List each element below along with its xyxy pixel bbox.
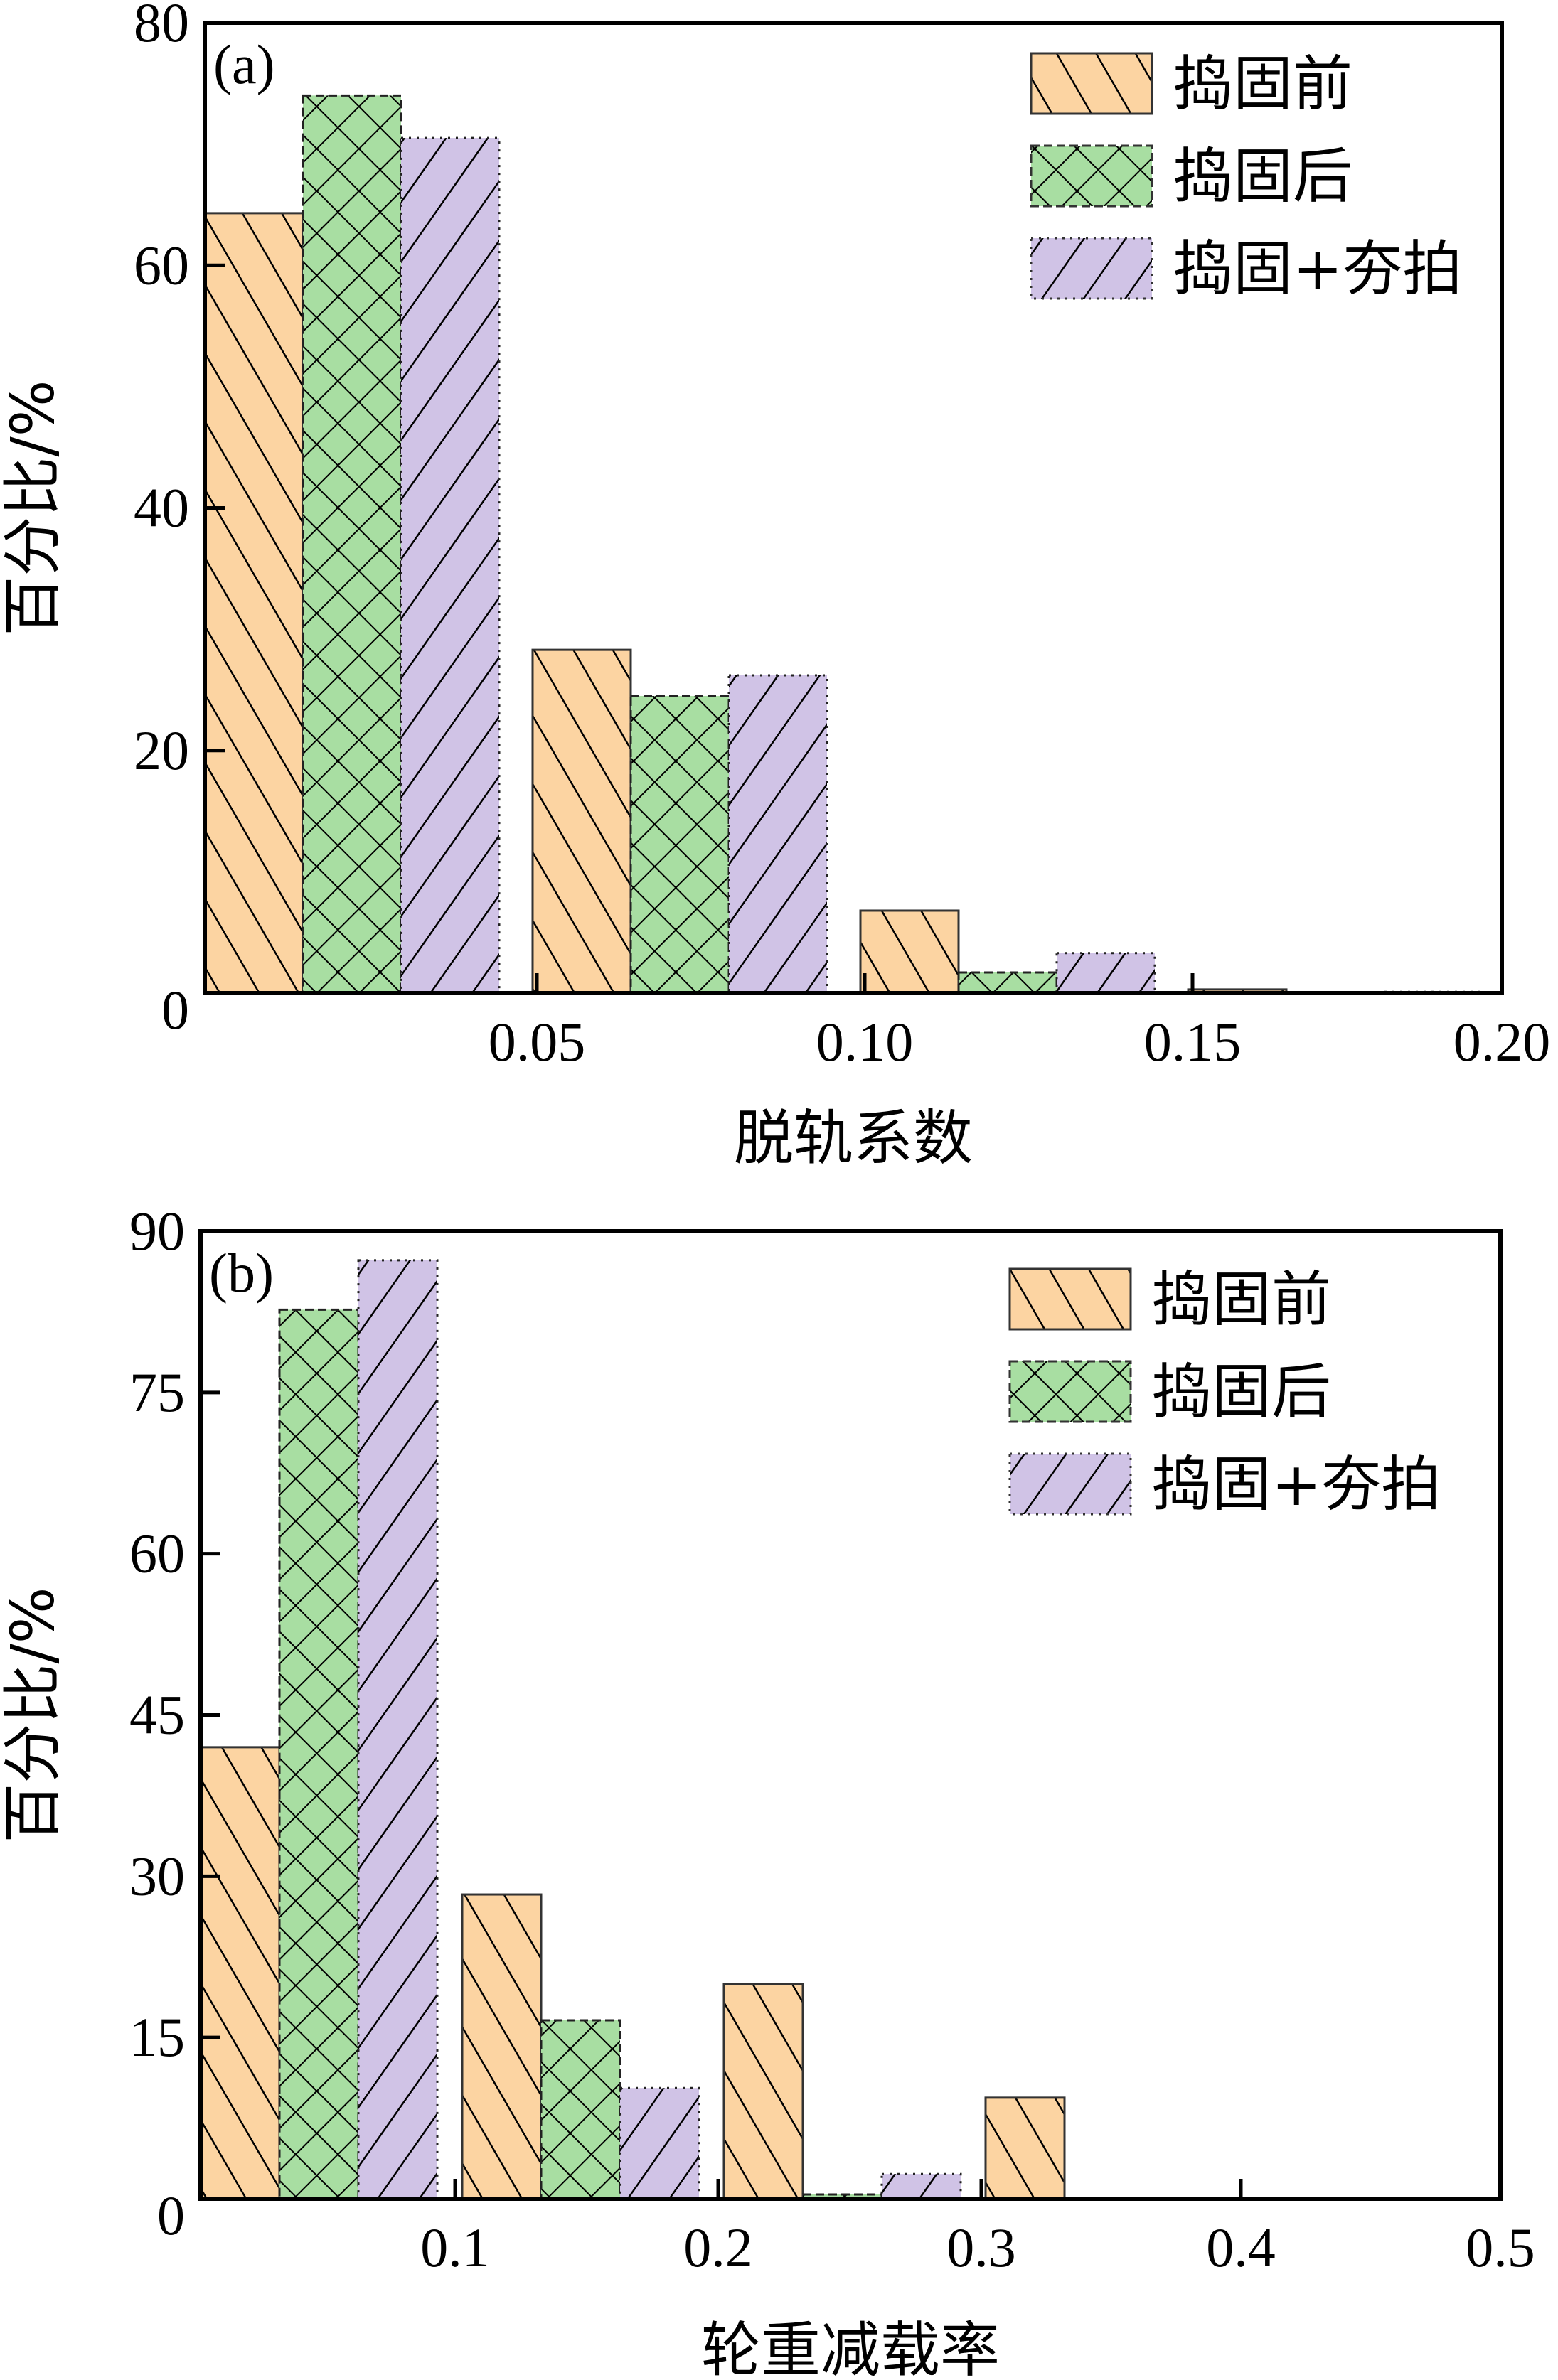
y-tick-label: 30 xyxy=(129,1845,185,1907)
bar-after-bin1 xyxy=(629,695,730,995)
bar-before-bin2 xyxy=(859,909,960,995)
chart-a: 0 20 40 60 80 0.05 0.10 0.15 0.20 (a) 脱轨系数 百分比/% 捣固前… xyxy=(0,0,1550,1173)
x-tick-label: 0.20 xyxy=(1453,1011,1551,1073)
y-tick-label: 75 xyxy=(129,1361,185,1423)
x-axis-label: 轮重减载率 xyxy=(701,2315,1000,2380)
bar-before-bin1 xyxy=(461,1893,543,2200)
legend-swatch xyxy=(1030,237,1153,300)
y-tick-label: 45 xyxy=(129,1684,185,1746)
x-tick-label: 0.3 xyxy=(946,2216,1016,2278)
bar-before-bin0 xyxy=(199,1746,281,2200)
x-tick-label: 0.10 xyxy=(816,1011,914,1073)
y-tick-label: 15 xyxy=(129,2006,185,2068)
x-tick-label: 0.1 xyxy=(420,2216,490,2278)
legend-swatch xyxy=(1030,52,1153,115)
y-tick-label: 90 xyxy=(129,1200,185,1262)
y-tick-label: 0 xyxy=(161,979,189,1041)
bar-after-plus-bin1 xyxy=(619,2086,700,2200)
bar-before-bin2 xyxy=(722,1983,804,2200)
x-tick-label: 0.05 xyxy=(489,1011,586,1073)
bar-before-bin0 xyxy=(203,212,304,995)
x-axis-label: 脱轨系数 xyxy=(734,1103,973,1173)
y-tick-label: 80 xyxy=(134,0,189,53)
bar-after-plus-bin1 xyxy=(727,674,828,995)
y-tick-label: 0 xyxy=(157,2185,185,2246)
legend-swatch xyxy=(1008,1267,1132,1331)
bar-before-bin3 xyxy=(984,2096,1066,2200)
legend-label: 捣固后 xyxy=(1152,1357,1331,1427)
bar-after-bin2 xyxy=(957,971,1058,995)
legend-swatch xyxy=(1008,1360,1132,1423)
bar-after-plus-bin2 xyxy=(1055,952,1156,995)
legend-label: 捣固前 xyxy=(1173,49,1352,119)
legend-label: 捣固前 xyxy=(1152,1265,1331,1334)
bar-after-plus-bin0 xyxy=(357,1259,439,2200)
legend-swatch xyxy=(1008,1452,1132,1516)
legend-label: 捣固后 xyxy=(1173,141,1352,211)
y-tick-label: 60 xyxy=(129,1523,185,1585)
bar-after-plus-bin2 xyxy=(880,2172,962,2200)
panel-label: (a) xyxy=(213,33,275,95)
x-tick-label: 0.4 xyxy=(1206,2216,1276,2278)
y-axis-label: 百分比/% xyxy=(0,1587,68,1843)
x-tick-label: 0.15 xyxy=(1144,1011,1242,1073)
x-tick-label: 0.5 xyxy=(1466,2216,1535,2278)
bar-after-bin0 xyxy=(302,94,402,995)
bar-after-plus-bin0 xyxy=(400,136,501,995)
panel-label: (b) xyxy=(209,1242,274,1304)
legend-label: 捣固+夯拍 xyxy=(1173,234,1462,304)
legend-swatch xyxy=(1030,144,1153,208)
legend-label: 捣固+夯拍 xyxy=(1152,1449,1441,1519)
y-axis-label: 百分比/% xyxy=(0,380,68,636)
x-tick-label: 0.2 xyxy=(683,2216,753,2278)
y-tick-label: 20 xyxy=(134,719,189,781)
y-tick-label: 40 xyxy=(134,477,189,539)
chart-b: 0 15 30 45 60 75 90 0.1 0.2 0.3 0.4 0.5 (b) 轮重减载率 百分比/… xyxy=(0,1200,1535,2380)
y-tick-label: 60 xyxy=(134,234,189,296)
bar-after-bin1 xyxy=(540,2019,621,2200)
bar-after-bin0 xyxy=(278,1308,360,2200)
bar-before-bin1 xyxy=(531,648,632,995)
